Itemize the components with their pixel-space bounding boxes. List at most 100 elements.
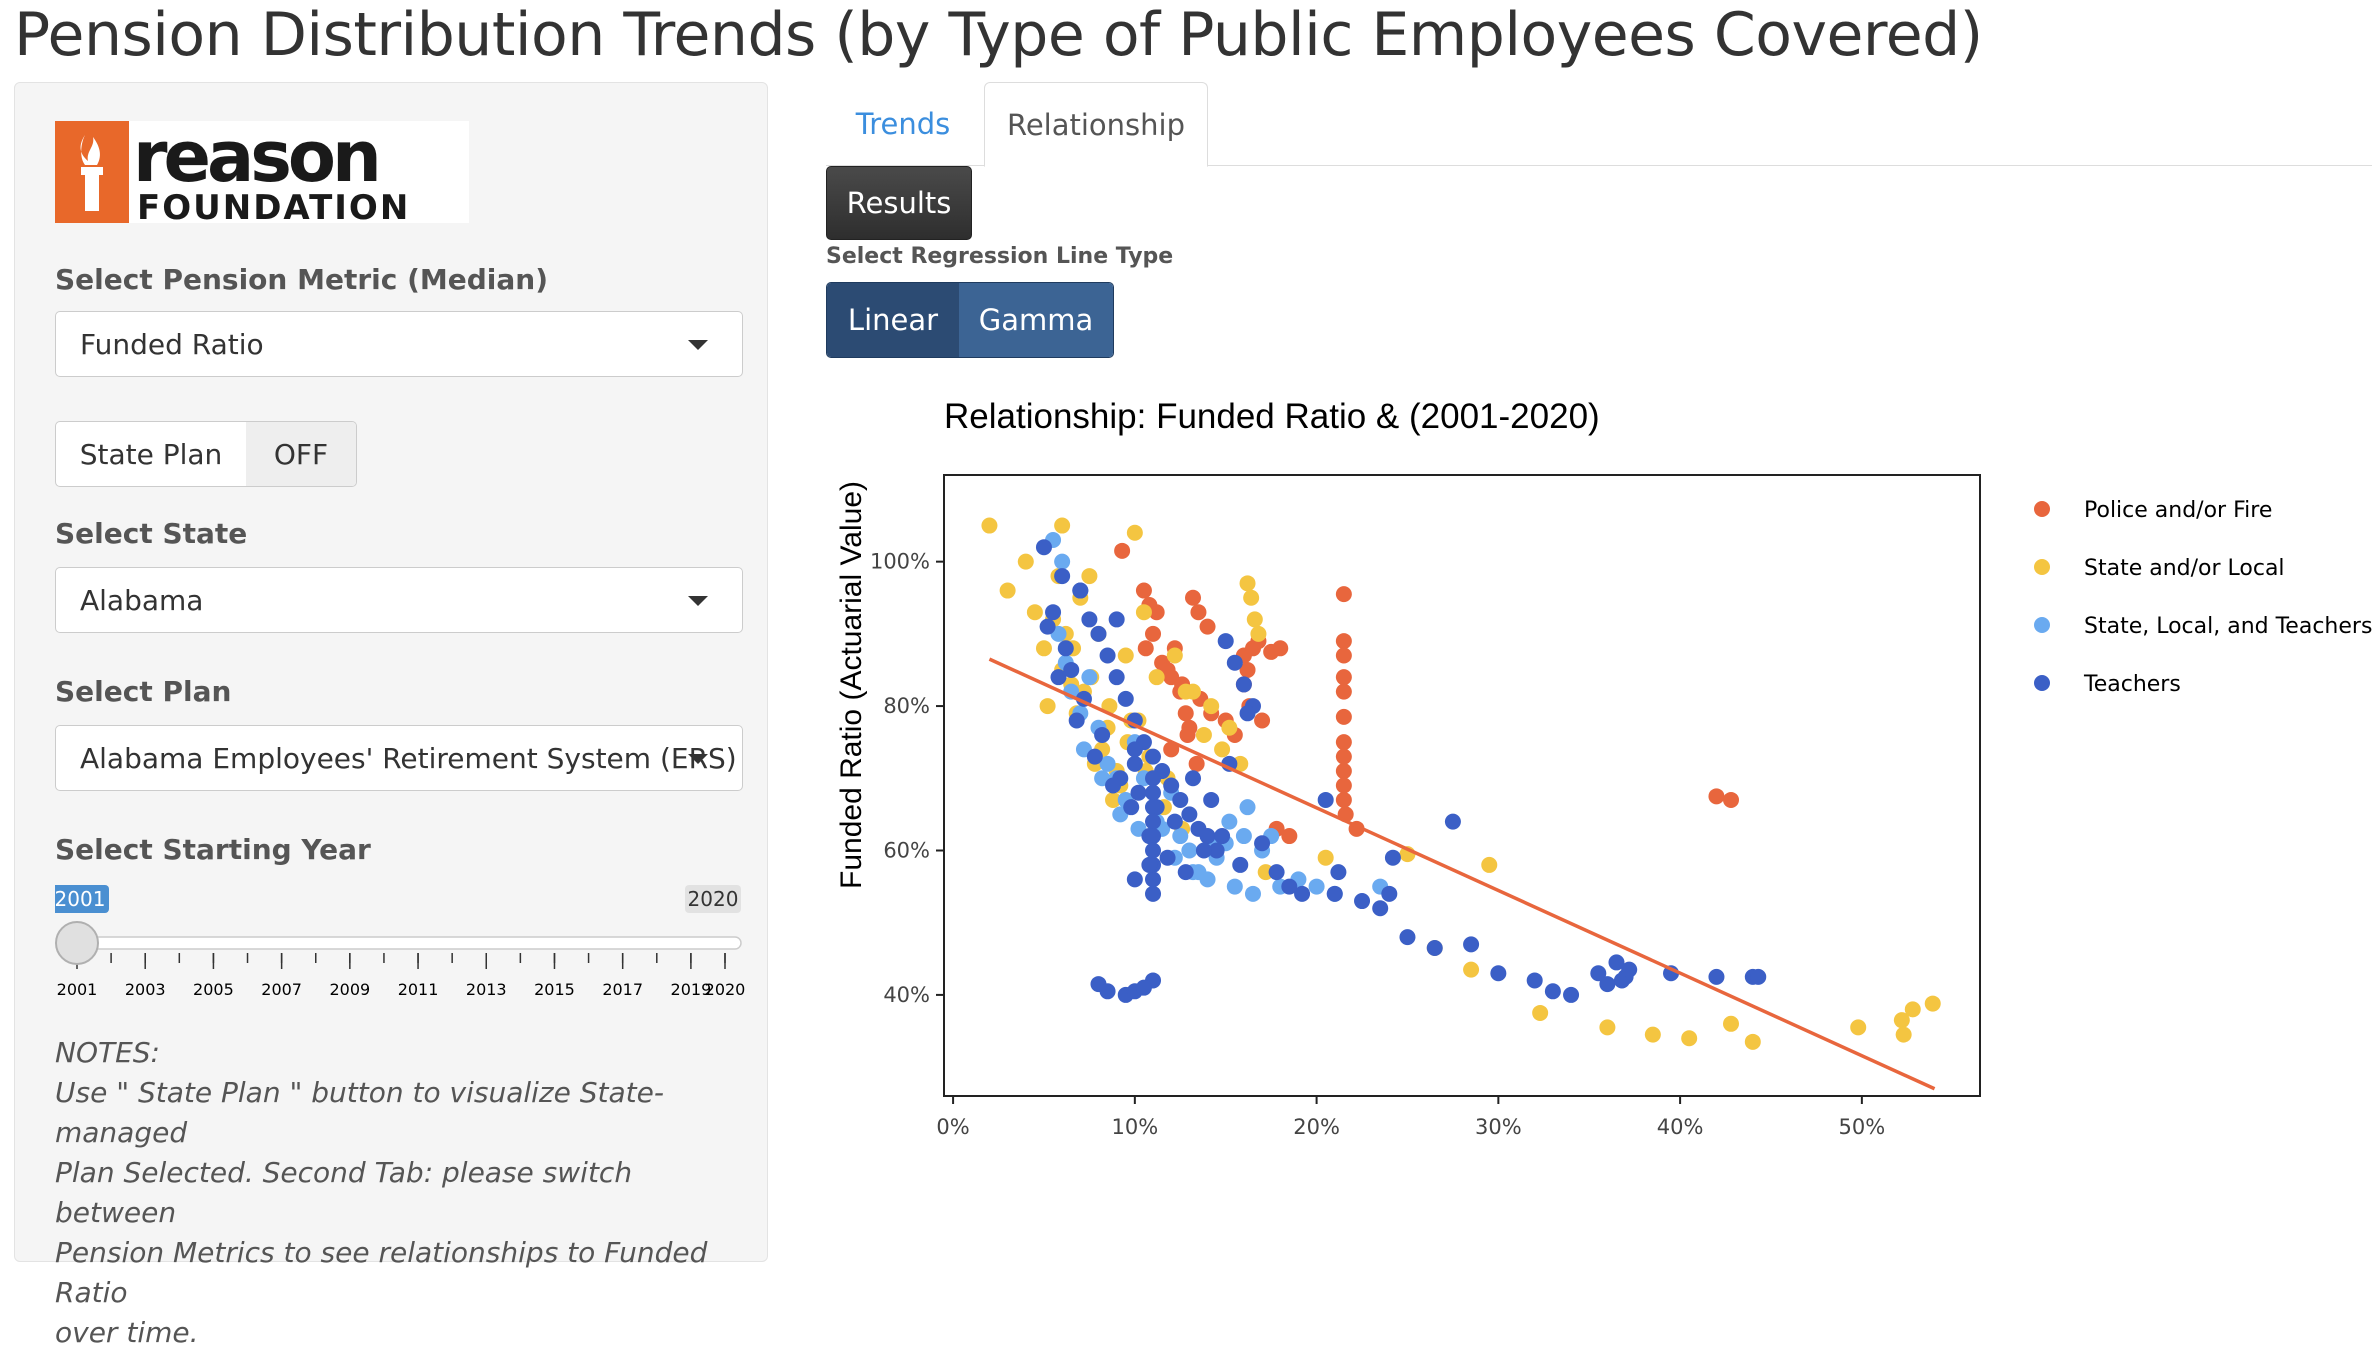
state-label: Select State xyxy=(55,517,247,550)
data-point xyxy=(1185,770,1201,786)
state-plan-toggle-state[interactable]: OFF xyxy=(246,422,356,486)
slider-tick-label: 2001 xyxy=(57,980,98,999)
y-tick-label: 100% xyxy=(870,550,930,574)
slider-tick-label: 2005 xyxy=(193,980,234,999)
data-point xyxy=(1178,864,1194,880)
legend-label: State, Local, and Teachers xyxy=(2084,614,2372,639)
data-point xyxy=(1336,633,1352,649)
data-point xyxy=(1599,1019,1615,1035)
state-select-value: Alabama xyxy=(80,584,203,617)
data-point xyxy=(1163,778,1179,794)
data-point xyxy=(1118,691,1134,707)
y-axis-label: Funded Ratio (Actuarial Value) xyxy=(835,481,868,889)
year-slider[interactable]: 2001 2020 200120032005200720092011201320… xyxy=(55,883,745,1003)
data-point xyxy=(1399,929,1415,945)
metric-select[interactable]: Funded Ratio xyxy=(55,311,743,377)
data-point xyxy=(1145,886,1161,902)
data-point xyxy=(1385,850,1401,866)
data-point xyxy=(1445,814,1461,830)
data-point xyxy=(1427,940,1443,956)
data-point xyxy=(1247,611,1263,627)
data-point xyxy=(1532,1005,1548,1021)
data-point xyxy=(1240,799,1256,815)
slider-tick-label: 2013 xyxy=(466,980,507,999)
data-point xyxy=(1750,969,1766,985)
results-button[interactable]: Results xyxy=(826,166,972,240)
tab-relationship[interactable]: Relationship xyxy=(984,82,1208,167)
state-plan-toggle[interactable]: State Plan OFF xyxy=(55,421,357,487)
sidebar: reason FOUNDATION Select Pension Metric … xyxy=(14,82,768,1262)
data-point xyxy=(1145,814,1161,830)
data-point xyxy=(1196,842,1212,858)
slider-tick-label: 2015 xyxy=(534,980,575,999)
data-point xyxy=(1236,828,1252,844)
data-point xyxy=(1145,626,1161,642)
data-point xyxy=(1218,633,1234,649)
data-point xyxy=(1081,669,1097,685)
slider-tick-label: 2020 xyxy=(705,980,745,999)
data-point xyxy=(1490,965,1506,981)
data-point xyxy=(1181,806,1197,822)
data-point xyxy=(1081,611,1097,627)
data-point xyxy=(1203,792,1219,808)
data-point xyxy=(1180,727,1196,743)
legend-label: State and/or Local xyxy=(2084,556,2285,581)
scatter-chart: Relationship: Funded Ratio & (2001-2020)… xyxy=(826,380,2372,1180)
data-point xyxy=(1708,969,1724,985)
data-point xyxy=(1327,886,1343,902)
data-point xyxy=(1167,648,1183,664)
data-point xyxy=(1145,828,1161,844)
data-point xyxy=(1227,879,1243,895)
data-point xyxy=(1243,590,1259,606)
data-point xyxy=(1254,713,1270,729)
data-point xyxy=(1336,684,1352,700)
data-point xyxy=(1318,792,1334,808)
year-label: Select Starting Year xyxy=(55,833,371,866)
data-point xyxy=(1167,814,1183,830)
data-point xyxy=(1127,756,1143,772)
data-point xyxy=(1109,611,1125,627)
data-point xyxy=(1040,619,1056,635)
data-point xyxy=(1149,669,1165,685)
linear-button[interactable]: Linear xyxy=(827,283,959,357)
slider-handle[interactable] xyxy=(56,922,98,964)
state-select[interactable]: Alabama xyxy=(55,567,743,633)
data-point xyxy=(1227,655,1243,671)
data-point xyxy=(1127,741,1143,757)
data-point xyxy=(1214,828,1230,844)
gamma-button[interactable]: Gamma xyxy=(959,283,1113,357)
data-point xyxy=(1203,698,1219,714)
plan-select[interactable]: Alabama Employees' Retirement System (ER… xyxy=(55,725,743,791)
regression-type-label: Select Regression Line Type xyxy=(826,244,1173,269)
data-point xyxy=(1336,709,1352,725)
data-point xyxy=(1221,814,1237,830)
svg-text:reason: reason xyxy=(133,121,378,198)
data-point xyxy=(1018,554,1034,570)
data-point xyxy=(1254,835,1270,851)
slider-track[interactable] xyxy=(69,937,741,949)
data-point xyxy=(1127,871,1143,887)
tab-trends[interactable]: Trends xyxy=(826,82,980,166)
data-point xyxy=(1240,705,1256,721)
data-point xyxy=(1058,640,1074,656)
tab-bar: Trends Relationship xyxy=(826,82,2372,166)
data-point xyxy=(1130,785,1146,801)
data-point xyxy=(1081,568,1097,584)
x-tick-label: 10% xyxy=(1111,1115,1158,1139)
data-point xyxy=(1160,850,1176,866)
data-point xyxy=(1090,626,1106,642)
data-point xyxy=(1045,604,1061,620)
data-point xyxy=(1336,763,1352,779)
data-point xyxy=(1708,788,1724,804)
legend-marker xyxy=(2034,559,2050,575)
data-point xyxy=(1185,590,1201,606)
svg-text:FOUNDATION: FOUNDATION xyxy=(137,188,410,223)
data-point xyxy=(1051,669,1067,685)
x-tick-label: 0% xyxy=(936,1115,969,1139)
data-point xyxy=(1036,640,1052,656)
data-point xyxy=(1336,586,1352,602)
data-point xyxy=(1141,857,1157,873)
slider-tick-label: 2011 xyxy=(398,980,439,999)
data-point xyxy=(1463,962,1479,978)
reason-foundation-logo: reason FOUNDATION xyxy=(55,121,469,223)
